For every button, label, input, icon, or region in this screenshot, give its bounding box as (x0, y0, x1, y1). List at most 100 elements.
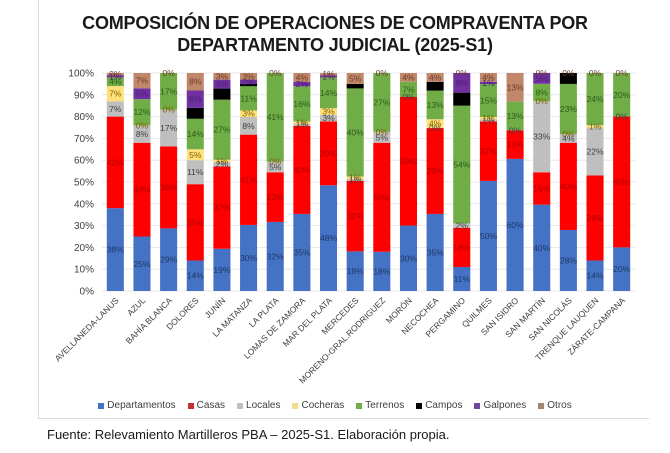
bar-segment-casas (213, 166, 231, 249)
data-label: 4% (562, 133, 575, 143)
bar-segment-departamentos (160, 228, 178, 291)
bar-segment-cocheras (586, 125, 604, 128)
data-label: 3% (322, 107, 335, 117)
bar-segment-campos (559, 73, 577, 84)
bar-segment-departamentos (266, 221, 284, 291)
bar-segment-casas (453, 227, 471, 268)
data-label: 1% (109, 71, 122, 81)
data-label: 0% (562, 68, 575, 78)
y-tick-label: 40% (74, 199, 94, 210)
bar-segment-casas (240, 134, 258, 225)
bar-segment-terrenos (399, 81, 418, 97)
legend-label-terrenos: Terrenos (365, 400, 405, 411)
data-label: 0% (536, 68, 549, 78)
data-label: 17% (160, 86, 177, 96)
bar-segment-cocheras (240, 110, 258, 118)
bar-segment-cocheras (213, 159, 231, 162)
data-label: 40% (293, 165, 310, 175)
legend-item-cocheras: Cocheras (292, 400, 344, 411)
bar-segment-terrenos (133, 99, 151, 126)
data-label: 35% (427, 247, 444, 257)
chart-title-line-2: DEPARTAMENTO JUDICIAL (2025-S1) (177, 35, 493, 55)
data-label: 37% (213, 203, 230, 213)
data-label: 13% (507, 82, 524, 92)
data-label: 8% (536, 87, 549, 97)
bar-segment-galpones (240, 79, 258, 85)
data-label: 54% (453, 160, 470, 170)
bar-segment-departamentos (613, 247, 631, 291)
data-label: 38% (107, 245, 124, 255)
x-tick-label: AZUL (125, 295, 148, 318)
data-label: 33% (533, 132, 550, 142)
data-label: 30% (400, 253, 417, 263)
data-label: 39% (587, 213, 604, 223)
data-label: 0% (562, 129, 575, 139)
bar-segment-terrenos (453, 105, 471, 224)
bar-segment-terrenos (186, 118, 204, 150)
legend-swatch-terrenos (356, 402, 363, 409)
bar-segment-galpones (319, 75, 338, 78)
data-label: 0% (402, 92, 415, 102)
data-label: 24% (587, 94, 604, 104)
bar-segment-terrenos (506, 101, 524, 131)
legend-label-galpones: Galpones (483, 400, 527, 411)
data-label: 0% (269, 156, 282, 166)
data-label: 2% (456, 221, 469, 231)
data-label: 0% (589, 68, 602, 78)
bar-segment-terrenos (160, 73, 178, 110)
data-label: 5% (536, 73, 549, 83)
bar-segment-cocheras (479, 117, 497, 120)
y-tick-label: 10% (74, 265, 94, 276)
bar-segment-terrenos (426, 90, 444, 120)
data-label: 1% (349, 173, 362, 183)
data-label: 3% (322, 113, 335, 123)
data-label: 48% (320, 233, 337, 243)
y-tick-label: 30% (74, 221, 94, 232)
bar-segment-campos (426, 81, 444, 91)
bar-segment-galpones (479, 81, 497, 85)
data-label: 32% (347, 211, 364, 221)
data-label: 5% (376, 132, 389, 142)
legend-label-otros: Otros (547, 400, 572, 411)
y-tick-label: 90% (74, 90, 94, 101)
legend-label-departamentos: Departamentos (107, 400, 176, 411)
bar-segment-otros (319, 73, 338, 76)
bar-segment-casas (586, 175, 604, 261)
bar-segment-galpones (533, 73, 551, 84)
chart-legend: Departamentos Casas Locales Cocheras Ter… (0, 400, 670, 411)
legend-swatch-locales (237, 402, 244, 409)
bar-segment-terrenos (346, 88, 364, 177)
data-label: 20% (613, 264, 630, 274)
legend-swatch-casas (187, 402, 194, 409)
bar-segment-locales (240, 117, 258, 135)
data-label: 8% (136, 129, 149, 139)
legend-swatch-cocheras (292, 402, 299, 409)
data-label: 0% (269, 68, 282, 78)
data-label: 27% (480, 146, 497, 156)
data-label: 2% (296, 79, 309, 89)
data-label: 15% (480, 96, 497, 106)
bar-segment-locales (186, 160, 204, 185)
stacked-bar-chart: 0% 10% 20% 30% 40% 50% 60% 70% 80% 90% 100% 38% 42% 7… (53, 68, 635, 386)
chart-title: COMPOSICIÓN DE OPERACIONES DE COMPRAVENT… (0, 12, 670, 56)
bar-segment-terrenos (479, 84, 497, 118)
data-label: 5% (136, 89, 149, 99)
bar-segment-casas (479, 121, 497, 181)
chart-title-line-1: COMPOSICIÓN DE OPERACIONES DE COMPRAVENT… (82, 13, 588, 33)
bar-segment-galpones (453, 73, 471, 93)
bar-segment-casas (319, 121, 338, 186)
bar-segment-galpones (213, 79, 231, 89)
bar-segment-galpones (133, 88, 151, 100)
bar-segment-casas (506, 130, 524, 159)
legend-item-campos: Campos (416, 400, 462, 411)
data-label: 27% (373, 97, 390, 107)
y-tick-label: 70% (74, 134, 94, 145)
bar-segment-departamentos (240, 224, 258, 291)
legend-swatch-otros (538, 402, 545, 409)
bar-segment-departamentos (533, 204, 551, 291)
data-label: 8% (189, 94, 202, 104)
data-label: 4% (429, 72, 442, 82)
x-tick-label: JUNÍN (203, 295, 228, 320)
bar-segment-locales (559, 134, 577, 143)
bar-segment-locales (133, 125, 151, 143)
